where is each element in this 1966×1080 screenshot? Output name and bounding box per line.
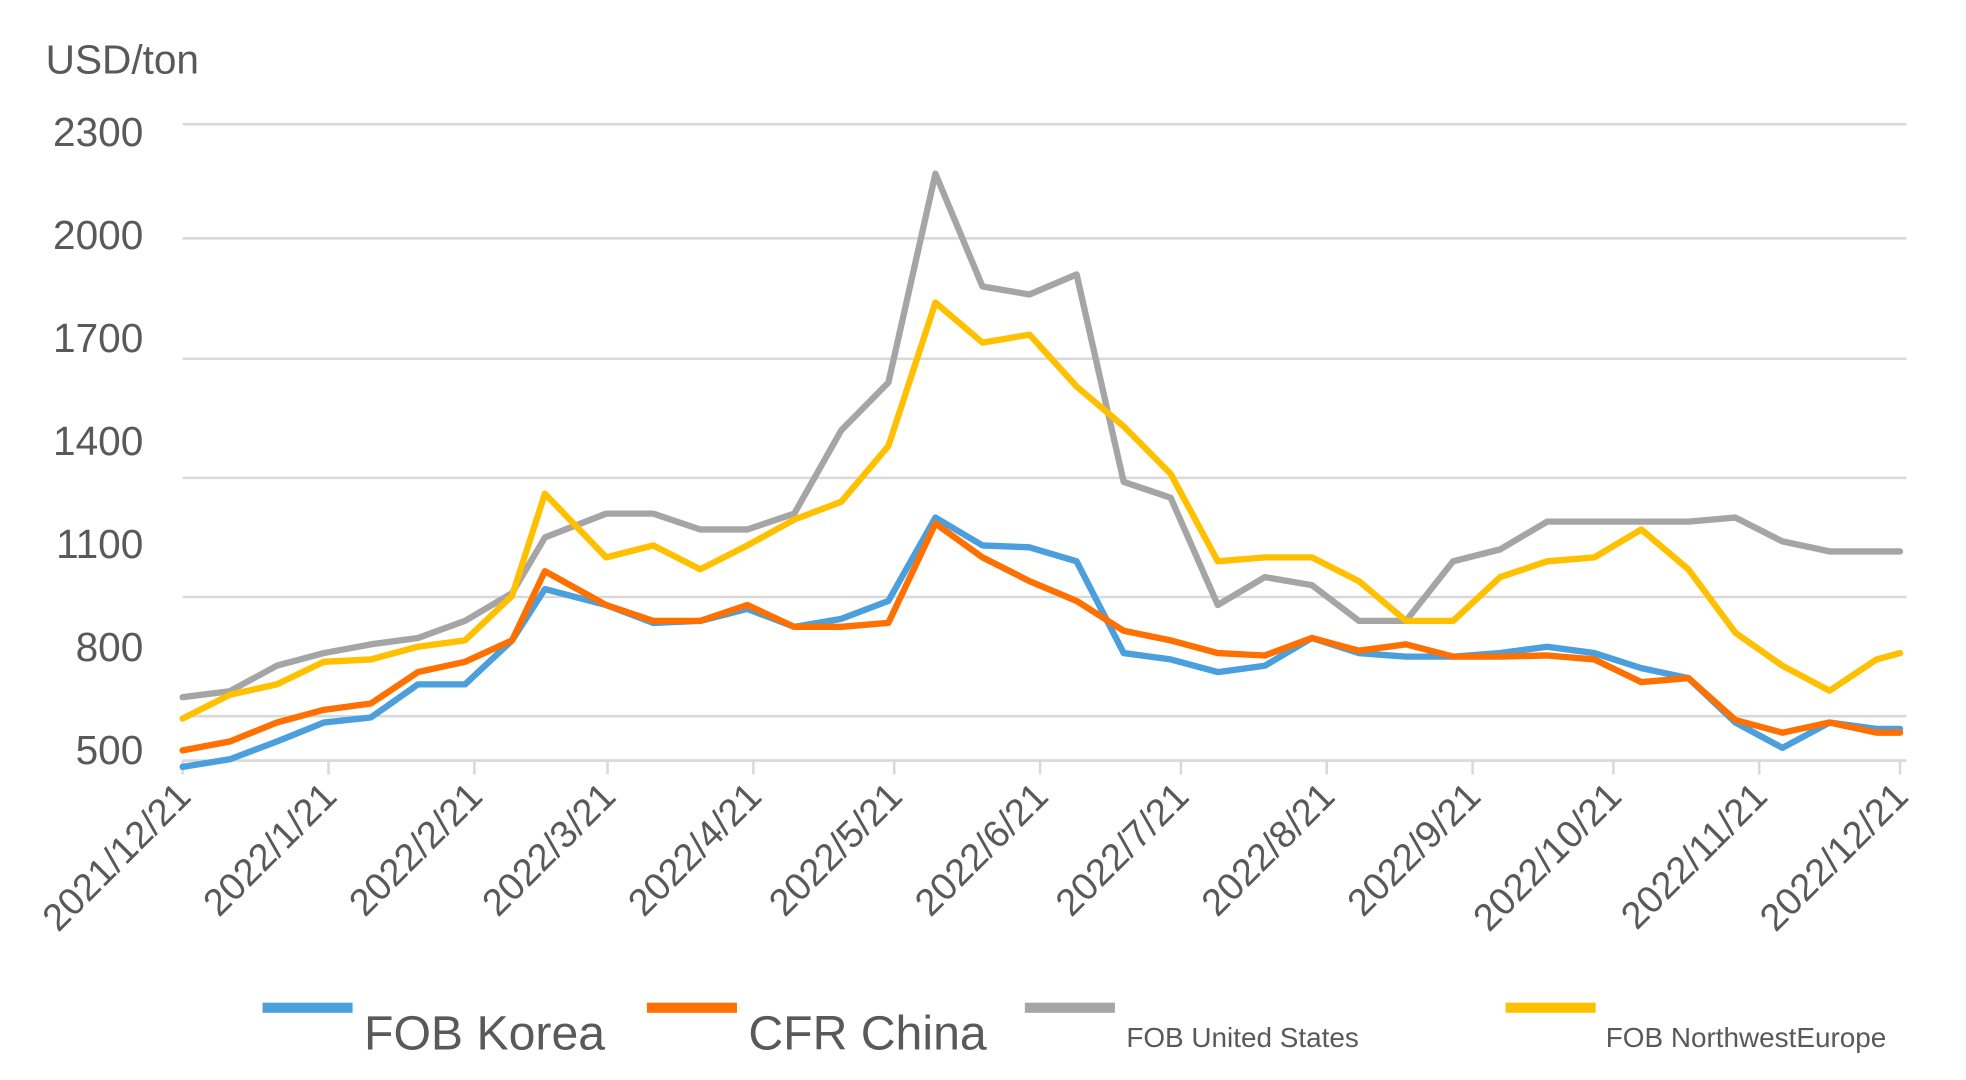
legend-item: FOB Korea [262, 1002, 605, 1061]
series-line-fob-united-states [179, 170, 1904, 701]
y-axis-label: USD/ton [46, 37, 199, 83]
x-tick-label: 2022/1/21 [196, 775, 345, 924]
legend-label: CFR China [748, 1007, 987, 1061]
legend-label: FOB NorthwestEurope [1606, 1022, 1887, 1053]
legend-item: FOB United States [1024, 1002, 1359, 1053]
y-tick-label: 1400 [53, 418, 143, 464]
x-tick-label: 2022/9/21 [1340, 775, 1489, 924]
legend-swatch [262, 1002, 353, 1013]
x-tick-label: 2022/4/21 [621, 775, 770, 924]
x-tick-label: 2022/7/21 [1048, 775, 1197, 924]
x-tick-label: 2022/8/21 [1194, 775, 1343, 924]
y-tick-label: 2300 [53, 109, 143, 155]
legend-label: FOB Korea [364, 1007, 605, 1061]
x-tick-label: 2022/2/21 [342, 775, 491, 924]
x-tick-label: 2022/11/21 [1613, 775, 1775, 937]
y-tick-label: 800 [76, 624, 144, 670]
series-line-fob-northwesteurope [179, 299, 1904, 722]
x-tick-label: 2022/6/21 [907, 775, 1056, 924]
legend-swatch [646, 1002, 737, 1013]
y-tick-label: 1700 [53, 315, 143, 361]
series-line-fob-korea [179, 514, 1904, 771]
x-tick-label: 2022/10/21 [1466, 775, 1630, 939]
y-tick-label: 2000 [53, 212, 143, 258]
x-tick-label: 2022/3/21 [475, 775, 624, 924]
x-tick-label: 2022/5/21 [761, 775, 910, 924]
legend-swatch [1024, 1002, 1115, 1013]
y-tick-label: 500 [76, 727, 144, 773]
y-tick-label: 1100 [56, 521, 143, 567]
legend-item: FOB NorthwestEurope [1505, 1002, 1887, 1053]
legend-label: FOB United States [1126, 1022, 1358, 1053]
legend-item: CFR China [646, 1002, 987, 1061]
x-tick-label: 2021/12/21 [35, 775, 199, 939]
x-tick-label: 2022/12/21 [1752, 775, 1916, 939]
legend-swatch [1505, 1002, 1596, 1013]
series-line-cfr-china [179, 520, 1904, 754]
